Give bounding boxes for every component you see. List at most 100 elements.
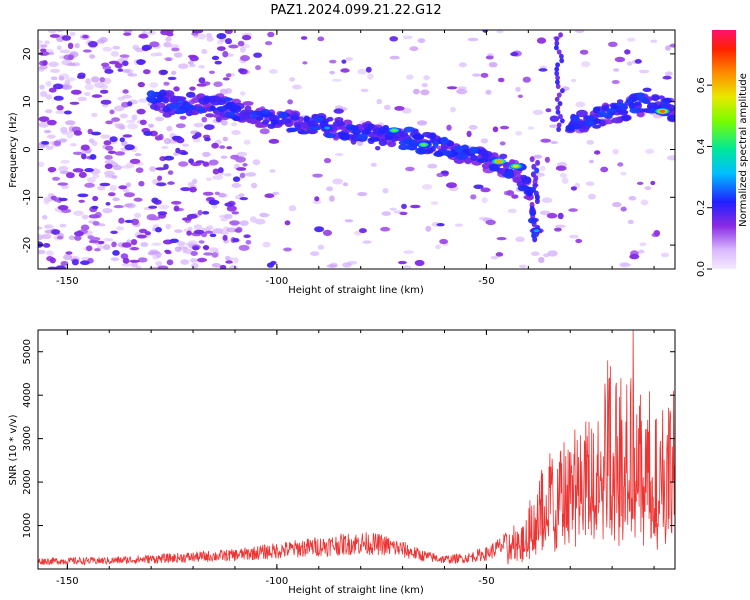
heatmap-cell bbox=[420, 89, 430, 96]
heatmap-cell bbox=[156, 97, 164, 103]
heatmap-cell bbox=[173, 52, 183, 58]
heatmap-cell bbox=[559, 172, 568, 178]
heatmap-cell bbox=[42, 60, 48, 66]
heatmap-cell bbox=[170, 44, 180, 49]
heatmap-cell bbox=[642, 87, 652, 93]
x-tick-label: -100 bbox=[266, 276, 289, 287]
heatmap-cell bbox=[116, 226, 124, 231]
heatmap-cell bbox=[555, 165, 567, 171]
heatmap-cell bbox=[53, 140, 61, 146]
heatmap-cell bbox=[82, 35, 89, 39]
y-tick-label: 20 bbox=[22, 48, 33, 61]
heatmap-cell bbox=[440, 136, 449, 145]
heatmap-cell bbox=[202, 161, 210, 167]
heatmap-cell bbox=[180, 187, 191, 192]
heatmap-cell bbox=[177, 100, 184, 104]
heatmap-cell bbox=[84, 182, 95, 188]
heatmap-cell bbox=[162, 105, 170, 113]
heatmap-cell bbox=[450, 106, 456, 113]
heatmap-cell bbox=[456, 88, 468, 95]
heatmap-cell bbox=[111, 241, 117, 248]
heatmap-cell bbox=[238, 193, 245, 197]
heatmap-cell bbox=[547, 250, 558, 257]
heatmap-cell bbox=[454, 145, 464, 153]
heatmap-cell bbox=[333, 108, 344, 114]
heatmap-cell bbox=[538, 256, 545, 264]
heatmap-cell bbox=[166, 259, 174, 266]
heatmap-cell bbox=[242, 101, 254, 106]
heatmap-cell bbox=[226, 146, 233, 150]
heatmap-cell bbox=[57, 205, 69, 211]
heatmap-cell bbox=[532, 109, 544, 115]
heatmap-cell bbox=[215, 116, 222, 123]
heatmap-cell bbox=[52, 176, 60, 181]
heatmap-cell bbox=[510, 52, 519, 57]
heatmap-cell bbox=[569, 234, 579, 239]
heatmap-cell bbox=[206, 36, 214, 42]
heatmap-cell bbox=[82, 49, 92, 53]
heatmap-cell bbox=[531, 163, 537, 170]
heatmap-cell bbox=[175, 108, 186, 115]
heatmap-cell bbox=[84, 92, 91, 96]
heatmap-cell bbox=[555, 109, 561, 115]
heatmap-cell bbox=[61, 84, 73, 90]
heatmap-cell bbox=[149, 216, 161, 221]
heatmap-cell bbox=[178, 161, 189, 167]
heatmap-cell bbox=[124, 144, 135, 151]
heatmap-cell bbox=[149, 166, 157, 172]
heatmap-cell bbox=[136, 59, 146, 65]
heatmap-cell bbox=[47, 266, 58, 269]
heatmap-cell bbox=[558, 32, 563, 38]
heatmap-cell bbox=[412, 88, 420, 95]
heatmap-cell bbox=[202, 151, 211, 158]
heatmap-cell bbox=[192, 30, 204, 34]
heatmap-cell bbox=[402, 265, 412, 269]
heatmap-cell bbox=[109, 184, 117, 192]
heatmap-cell bbox=[118, 217, 125, 224]
heatmap-cell bbox=[250, 182, 258, 189]
heatmap-cell bbox=[167, 181, 175, 185]
heatmap-cell bbox=[534, 167, 540, 174]
heatmap-cell bbox=[105, 145, 114, 151]
heatmap-cell bbox=[259, 128, 270, 135]
heatmap-cell bbox=[58, 197, 68, 202]
heatmap-cell bbox=[535, 159, 541, 166]
heatmap-cell bbox=[351, 129, 362, 135]
heatmap-cell bbox=[473, 184, 484, 190]
y-tick-label: 1000 bbox=[22, 513, 33, 538]
heatmap-cell bbox=[49, 257, 56, 264]
heatmap-cell bbox=[122, 188, 130, 193]
heatmap-cell bbox=[72, 168, 84, 173]
heatmap-cell bbox=[496, 30, 504, 34]
y-tick-label: 4000 bbox=[22, 382, 33, 407]
heatmap-cell bbox=[189, 63, 196, 68]
heatmap-cell bbox=[203, 95, 211, 103]
heatmap-cell bbox=[45, 145, 54, 150]
heatmap-cell bbox=[560, 118, 565, 124]
heatmap-cell bbox=[131, 261, 138, 268]
heatmap-cell bbox=[129, 158, 141, 164]
heatmap-cell bbox=[233, 257, 239, 264]
heatmap-cell bbox=[555, 79, 560, 85]
heatmap-cell bbox=[112, 45, 121, 50]
heatmap-cell bbox=[666, 155, 675, 161]
heatmap-cell bbox=[157, 175, 163, 181]
heatmap-cell bbox=[127, 101, 133, 107]
heatmap-cell bbox=[48, 30, 57, 34]
heatmap-cell bbox=[531, 232, 537, 239]
heatmap-cell bbox=[38, 65, 48, 70]
heatmap-cell bbox=[105, 120, 113, 125]
heatmap-cell bbox=[555, 105, 561, 111]
heatmap-cell bbox=[141, 44, 152, 51]
heatmap-cell bbox=[647, 102, 658, 110]
heatmap-cell bbox=[104, 155, 113, 160]
heatmap-cell bbox=[131, 114, 138, 121]
heatmap-cell bbox=[225, 260, 233, 264]
heatmap-cell bbox=[64, 79, 71, 86]
heatmap-cell bbox=[302, 61, 308, 65]
heatmap-cell bbox=[211, 252, 219, 258]
heatmap-cell bbox=[485, 55, 494, 60]
heatmap-cell bbox=[136, 108, 146, 115]
heatmap-cell bbox=[286, 127, 298, 133]
